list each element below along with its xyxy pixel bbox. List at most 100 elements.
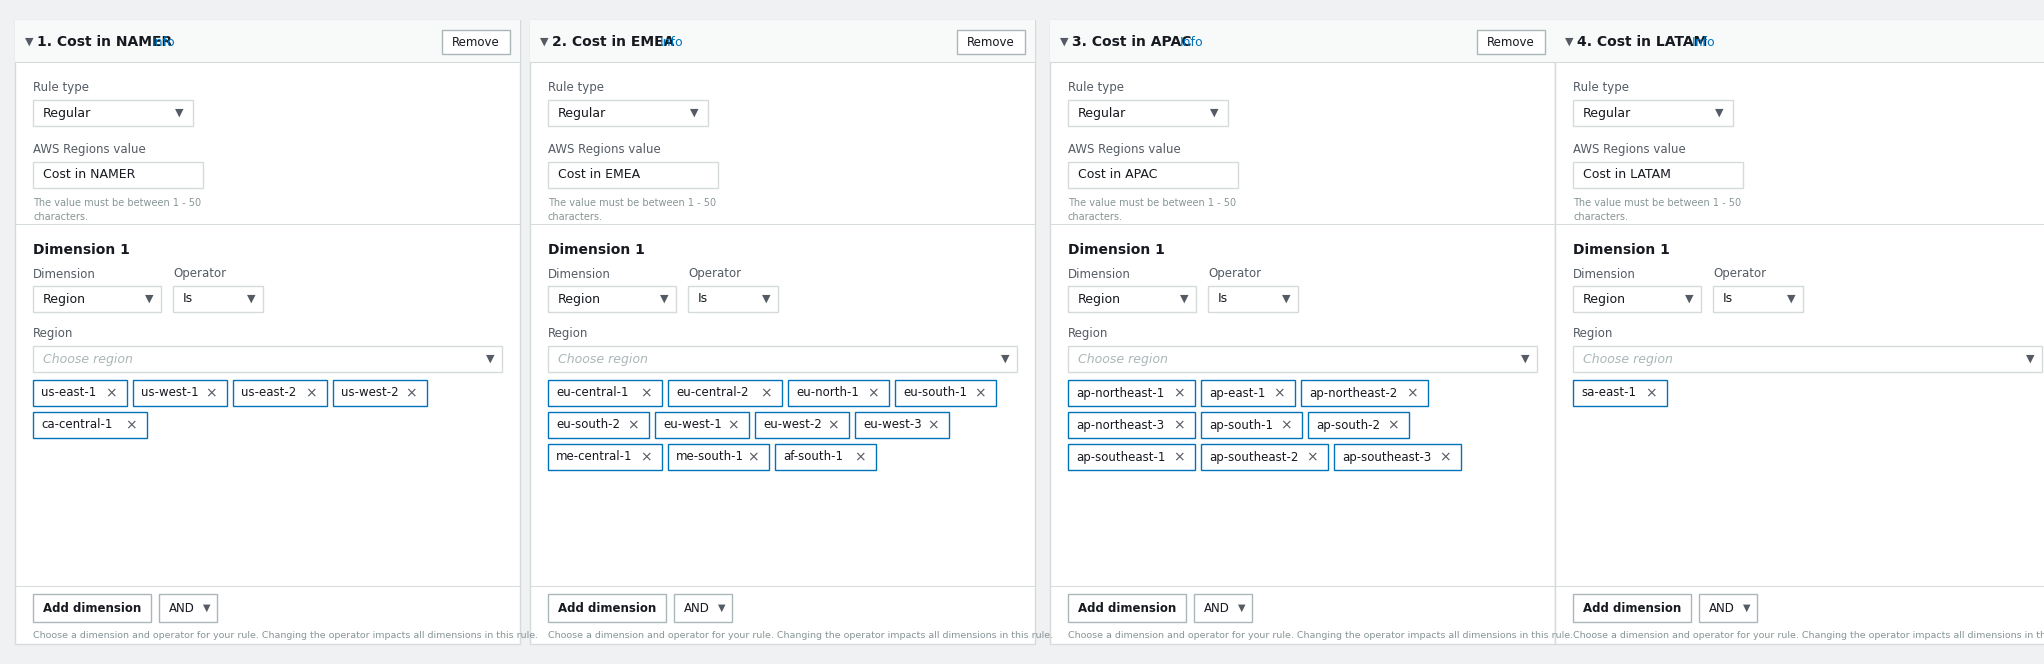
Bar xyxy=(668,380,783,406)
Text: Operator: Operator xyxy=(1713,268,1766,280)
Text: ×: × xyxy=(728,418,740,432)
Text: ▼: ▼ xyxy=(1282,294,1290,304)
Text: Regular: Regular xyxy=(1077,106,1126,120)
Text: Regular: Regular xyxy=(43,106,92,120)
Text: Is: Is xyxy=(697,293,707,305)
Text: Dimension: Dimension xyxy=(1069,268,1130,280)
Text: ×: × xyxy=(1388,418,1398,432)
Text: Choose a dimension and operator for your rule. Changing the operator impacts all: Choose a dimension and operator for your… xyxy=(548,631,1053,639)
Text: Choose a dimension and operator for your rule. Changing the operator impacts all: Choose a dimension and operator for your… xyxy=(1069,631,1574,639)
Text: ap-northeast-2: ap-northeast-2 xyxy=(1308,386,1398,400)
Text: eu-west-2: eu-west-2 xyxy=(762,418,822,432)
Text: 4. Cost in LATAM: 4. Cost in LATAM xyxy=(1578,35,1707,49)
Bar xyxy=(1574,162,1744,188)
Bar xyxy=(1335,444,1461,470)
Text: ×: × xyxy=(1645,386,1658,400)
Text: Dimension 1: Dimension 1 xyxy=(1069,243,1165,257)
Text: ×: × xyxy=(106,386,117,400)
Text: ap-southeast-1: ap-southeast-1 xyxy=(1075,450,1165,463)
Bar xyxy=(174,286,264,312)
Bar xyxy=(33,380,127,406)
Bar xyxy=(675,594,732,622)
Text: me-south-1: me-south-1 xyxy=(677,450,744,463)
Bar xyxy=(33,286,161,312)
Bar xyxy=(1051,20,1555,62)
Text: ×: × xyxy=(748,450,758,464)
Text: Operator: Operator xyxy=(174,268,227,280)
Bar xyxy=(1069,594,1186,622)
Bar xyxy=(548,444,662,470)
Text: ▼: ▼ xyxy=(1179,294,1188,304)
Bar xyxy=(654,412,748,438)
Text: eu-west-1: eu-west-1 xyxy=(662,418,722,432)
Bar xyxy=(133,380,227,406)
Bar xyxy=(1069,100,1228,126)
Text: Info: Info xyxy=(1692,35,1715,48)
Text: Cost in EMEA: Cost in EMEA xyxy=(558,169,640,181)
Bar xyxy=(775,444,877,470)
Text: ×: × xyxy=(828,418,838,432)
Text: eu-north-1: eu-north-1 xyxy=(795,386,858,400)
Bar xyxy=(442,30,511,54)
Text: ap-southeast-2: ap-southeast-2 xyxy=(1208,450,1298,463)
Text: Dimension 1: Dimension 1 xyxy=(33,243,131,257)
Bar xyxy=(548,346,1018,372)
Text: ▼: ▼ xyxy=(247,294,256,304)
Text: Info: Info xyxy=(151,35,176,48)
Text: ▼: ▼ xyxy=(762,294,771,304)
Text: eu-central-2: eu-central-2 xyxy=(677,386,748,400)
Bar xyxy=(529,20,1034,644)
Text: sa-east-1: sa-east-1 xyxy=(1580,386,1635,400)
Text: ×: × xyxy=(628,418,640,432)
Text: ▼: ▼ xyxy=(1210,108,1218,118)
Text: AND: AND xyxy=(1204,602,1230,614)
Text: AND: AND xyxy=(1709,602,1735,614)
Text: characters.: characters. xyxy=(33,212,88,222)
Text: AWS Regions value: AWS Regions value xyxy=(1069,143,1181,157)
Text: ▼: ▼ xyxy=(145,294,153,304)
Text: Operator: Operator xyxy=(689,268,742,280)
Text: Dimension 1: Dimension 1 xyxy=(1574,243,1670,257)
Text: ×: × xyxy=(405,386,417,400)
Bar xyxy=(1194,594,1253,622)
Text: ap-south-1: ap-south-1 xyxy=(1208,418,1273,432)
Text: Is: Is xyxy=(1723,293,1733,305)
Text: Rule type: Rule type xyxy=(548,82,603,94)
Text: ▼: ▼ xyxy=(2026,354,2034,364)
Text: 1. Cost in NAMER: 1. Cost in NAMER xyxy=(37,35,172,49)
Text: Remove: Remove xyxy=(967,35,1016,48)
Bar xyxy=(548,594,666,622)
Text: ▼: ▼ xyxy=(174,108,184,118)
Text: ap-east-1: ap-east-1 xyxy=(1208,386,1265,400)
Text: Dimension 1: Dimension 1 xyxy=(548,243,644,257)
Text: Rule type: Rule type xyxy=(1574,82,1629,94)
Text: ×: × xyxy=(1173,450,1186,464)
Text: ×: × xyxy=(928,418,938,432)
Bar xyxy=(957,30,1024,54)
Text: eu-south-2: eu-south-2 xyxy=(556,418,619,432)
Text: ▼: ▼ xyxy=(25,37,33,47)
Text: ▼: ▼ xyxy=(1239,603,1245,613)
Bar xyxy=(1478,30,1545,54)
Bar xyxy=(789,380,889,406)
Text: Region: Region xyxy=(43,293,86,305)
Bar xyxy=(33,594,151,622)
Text: us-west-2: us-west-2 xyxy=(341,386,399,400)
Text: Is: Is xyxy=(184,293,192,305)
Text: ap-northeast-1: ap-northeast-1 xyxy=(1075,386,1165,400)
Text: eu-central-1: eu-central-1 xyxy=(556,386,628,400)
Text: Dimension: Dimension xyxy=(33,268,96,280)
Text: ×: × xyxy=(1273,386,1286,400)
Bar xyxy=(895,380,995,406)
Bar xyxy=(1713,286,1803,312)
Text: ap-south-2: ap-south-2 xyxy=(1316,418,1380,432)
Text: ×: × xyxy=(1280,418,1292,432)
Text: Region: Region xyxy=(558,293,601,305)
Bar xyxy=(1202,412,1302,438)
Text: ×: × xyxy=(1439,450,1451,464)
Text: ▼: ▼ xyxy=(1684,294,1692,304)
Text: Choose region: Choose region xyxy=(43,353,133,365)
Text: ▼: ▼ xyxy=(689,108,697,118)
Text: Region: Region xyxy=(1077,293,1120,305)
Text: Regular: Regular xyxy=(558,106,607,120)
